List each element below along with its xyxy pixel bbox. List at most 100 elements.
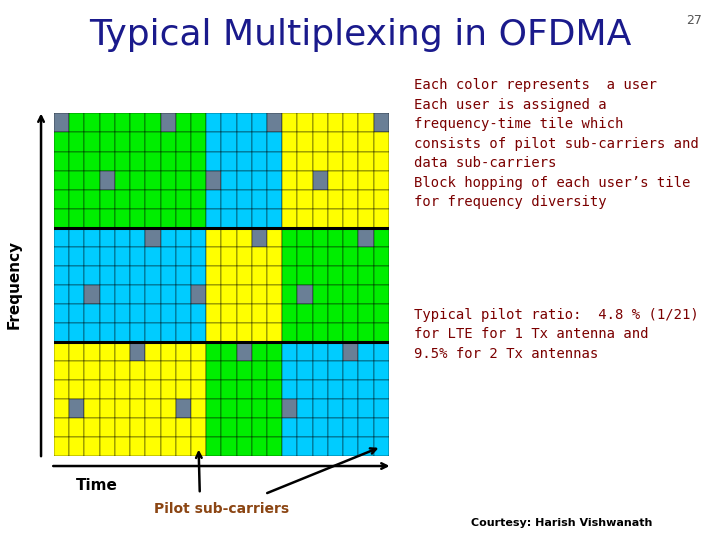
Bar [328,323,343,342]
Bar [54,285,69,304]
Bar [161,190,176,208]
Bar [130,323,145,342]
Bar [130,418,145,437]
Bar [206,285,222,304]
Bar [237,285,252,304]
Bar [359,418,374,437]
Bar [359,152,374,171]
Bar [84,266,99,285]
Bar [252,132,267,152]
Bar [69,190,84,208]
Bar [69,361,84,380]
Bar [99,437,115,456]
Bar [54,171,69,190]
Bar [115,399,130,418]
Bar [84,208,99,228]
Bar [130,113,145,132]
Bar [222,171,237,190]
Bar [206,208,222,228]
Bar [297,437,312,456]
Bar [191,208,206,228]
Bar [145,247,161,266]
Bar [84,247,99,266]
Bar [297,304,312,323]
Bar [69,132,84,152]
Bar [222,323,237,342]
Bar [130,152,145,171]
Bar [343,285,359,304]
Bar [267,228,282,247]
Bar [176,399,191,418]
Bar [54,247,69,266]
Bar [312,399,328,418]
Bar [54,190,69,208]
Bar [115,152,130,171]
Bar [374,380,389,399]
Bar [84,323,99,342]
Bar [252,190,267,208]
Bar [328,190,343,208]
Bar [206,228,222,247]
Bar [130,380,145,399]
Bar [145,190,161,208]
Bar [145,437,161,456]
Bar [267,113,282,132]
Bar [237,190,252,208]
Bar [191,342,206,361]
Bar [206,171,222,190]
Bar [161,247,176,266]
Bar [115,361,130,380]
Bar [161,361,176,380]
Bar [191,113,206,132]
Bar [328,228,343,247]
Bar [252,304,267,323]
Bar [222,208,237,228]
Bar [282,380,297,399]
Bar [237,171,252,190]
Bar [374,113,389,132]
Bar [54,361,69,380]
Bar [237,304,252,323]
Bar [84,190,99,208]
Bar [359,380,374,399]
Bar [328,437,343,456]
Bar [252,208,267,228]
Bar [252,361,267,380]
Bar [252,399,267,418]
Bar [237,418,252,437]
Bar [222,437,237,456]
Bar [267,266,282,285]
Bar [115,190,130,208]
Bar [374,399,389,418]
Bar [176,437,191,456]
Bar [282,361,297,380]
Bar [191,418,206,437]
Bar [374,361,389,380]
Bar [206,113,222,132]
Bar [69,323,84,342]
Bar [176,323,191,342]
Bar [359,247,374,266]
Bar [115,342,130,361]
Bar [69,342,84,361]
Bar [312,323,328,342]
Bar [267,361,282,380]
Bar [115,171,130,190]
Bar [191,304,206,323]
Bar [115,380,130,399]
Bar [267,418,282,437]
Bar [54,266,69,285]
Bar [297,342,312,361]
Bar [237,266,252,285]
Bar [267,342,282,361]
Bar [115,228,130,247]
Bar [145,132,161,152]
Bar [99,208,115,228]
Bar [328,208,343,228]
Bar [267,208,282,228]
Bar [54,304,69,323]
Bar [252,171,267,190]
Bar [252,418,267,437]
Bar [297,323,312,342]
Bar [99,380,115,399]
